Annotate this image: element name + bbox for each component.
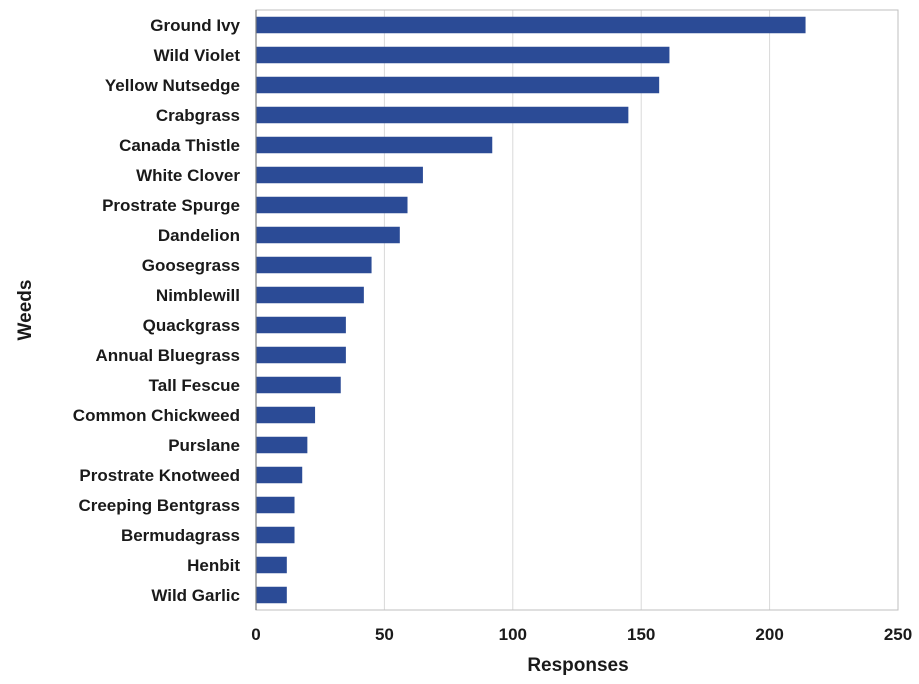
x-tick-label: 200	[755, 625, 783, 644]
bar-henbit	[256, 556, 287, 574]
category-label: Wild Violet	[154, 46, 241, 65]
category-label: Tall Fescue	[149, 376, 240, 395]
bar-crabgrass	[256, 106, 629, 124]
bar-canada-thistle	[256, 136, 493, 154]
bar-creeping-bentgrass	[256, 496, 295, 514]
plot-frame	[255, 9, 899, 611]
bar-common-chickweed	[256, 406, 316, 424]
x-tick-labels: 0 50 100 150 200 250	[251, 625, 912, 644]
category-label: Prostrate Knotweed	[79, 466, 240, 485]
category-label: Prostrate Spurge	[102, 196, 240, 215]
x-axis-title: Responses	[527, 655, 628, 676]
category-label: Crabgrass	[156, 106, 240, 125]
bar-wild-garlic	[256, 586, 287, 604]
category-label: Purslane	[168, 436, 240, 455]
category-label: Dandelion	[158, 226, 240, 245]
category-label: Annual Bluegrass	[95, 346, 240, 365]
x-tick-label: 150	[627, 625, 655, 644]
x-tick-label: 50	[375, 625, 394, 644]
category-label: Quackgrass	[143, 316, 240, 335]
bar-ground-ivy	[256, 16, 806, 34]
x-tick-label: 0	[251, 625, 260, 644]
bar-goosegrass	[256, 256, 372, 274]
y-axis-title: Weeds	[15, 280, 36, 341]
category-label: Ground Ivy	[150, 16, 240, 35]
category-labels: Ground Ivy Wild Violet Yellow Nutsedge Crab…	[73, 16, 241, 605]
bars	[256, 16, 806, 604]
category-label: Bermudagrass	[121, 526, 240, 545]
category-label: Goosegrass	[142, 256, 240, 275]
bar-nimblewill	[256, 286, 364, 304]
bar-bermudagrass	[256, 526, 295, 544]
category-label: Henbit	[187, 556, 240, 575]
bar-wild-violet	[256, 46, 670, 64]
category-label: Nimblewill	[156, 286, 240, 305]
gridlines	[383, 10, 771, 610]
category-label: Common Chickweed	[73, 406, 240, 425]
bar-purslane	[256, 436, 308, 454]
x-tick-label: 100	[499, 625, 527, 644]
category-label: Canada Thistle	[119, 136, 240, 155]
category-label: White Clover	[136, 166, 240, 185]
bar-prostrate-knotweed	[256, 466, 303, 484]
bar-white-clover	[256, 166, 423, 184]
bar-tall-fescue	[256, 376, 341, 394]
category-label: Creeping Bentgrass	[78, 496, 240, 515]
plot-border	[255, 9, 899, 611]
x-tick-label: 250	[884, 625, 912, 644]
bar-quackgrass	[256, 316, 346, 334]
category-label: Wild Garlic	[151, 586, 240, 605]
bar-dandelion	[256, 226, 400, 244]
bar-prostrate-spurge	[256, 196, 408, 214]
bar-annual-bluegrass	[256, 346, 346, 364]
bar-yellow-nutsedge	[256, 76, 660, 94]
category-label: Yellow Nutsedge	[105, 76, 240, 95]
